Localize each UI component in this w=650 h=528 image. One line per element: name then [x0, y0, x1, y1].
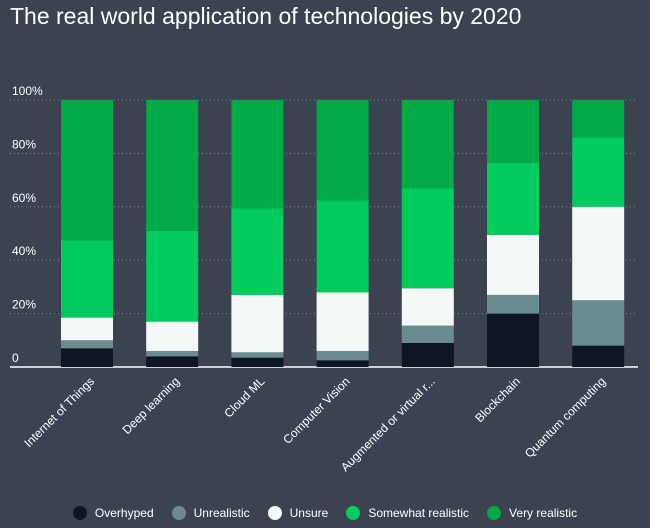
x-category-label: Cloud ML [221, 374, 267, 420]
x-category-label: Deep learning [120, 374, 183, 437]
bar-segment-somewhat-realistic[interactable] [401, 188, 454, 289]
bar-segment-somewhat-realistic[interactable] [487, 162, 539, 235]
bar-segment-somewhat-realistic[interactable] [146, 230, 199, 322]
bar-segment-overhyped[interactable] [487, 313, 539, 367]
y-tick-label: 20% [12, 298, 36, 312]
chart-title: The real world application of technologi… [10, 3, 522, 29]
legend-label: Somewhat realistic [368, 506, 470, 520]
bar-segment-very-realistic[interactable] [146, 100, 199, 231]
bar-segment-somewhat-realistic[interactable] [231, 208, 284, 295]
bar-segment-very-realistic[interactable] [61, 100, 113, 241]
bar-segment-unrealistic[interactable] [487, 294, 539, 314]
legend-item-very-realistic[interactable]: Very realistic [487, 506, 577, 520]
bar-segment-unsure[interactable] [146, 321, 199, 351]
bar-segment-somewhat-realistic[interactable] [572, 137, 625, 207]
y-tick-label: 60% [12, 191, 36, 205]
legend-swatch [72, 506, 87, 520]
legend-label: Unrealistic [193, 506, 250, 520]
x-category-label: Augmented or virtual r... [338, 374, 438, 474]
bar-segment-overhyped[interactable] [146, 356, 199, 367]
chart-legend: Overhyped Unrealistic Unsure Somewhat reali… [0, 506, 650, 520]
bar-segment-unrealistic[interactable] [146, 350, 199, 357]
bar-segment-unsure[interactable] [572, 206, 625, 301]
y-tick-label: 0 [12, 351, 19, 365]
bar-segment-very-realistic[interactable] [316, 100, 369, 201]
y-tick-label: 100% [12, 84, 43, 98]
bar-segment-very-realistic[interactable] [231, 100, 284, 209]
bar-segment-unsure[interactable] [401, 288, 454, 326]
bar-segment-unsure[interactable] [316, 292, 369, 351]
bar-segment-very-realistic[interactable] [401, 100, 454, 189]
bar-segment-somewhat-realistic[interactable] [61, 240, 113, 318]
bar-segment-somewhat-realistic[interactable] [316, 200, 369, 293]
legend-swatch [346, 506, 361, 520]
y-tick-label: 80% [12, 137, 36, 151]
bar-segment-unrealistic[interactable] [231, 352, 284, 358]
bar-segment-overhyped[interactable] [231, 357, 284, 367]
bar-segment-unrealistic[interactable] [61, 340, 113, 349]
bar-segment-overhyped[interactable] [572, 345, 625, 367]
legend-swatch [171, 506, 186, 520]
legend-item-somewhat-realistic[interactable]: Somewhat realistic [346, 506, 469, 520]
legend-label: Overhyped [94, 506, 154, 520]
bar-segment-unrealistic[interactable] [572, 300, 625, 346]
bar-segment-unsure[interactable] [487, 234, 539, 295]
legend-item-overhyped[interactable]: Overhyped [72, 506, 154, 520]
legend-swatch [487, 506, 502, 520]
bar-segment-very-realistic[interactable] [572, 100, 625, 138]
bar-segment-overhyped[interactable] [401, 342, 454, 367]
bar-segment-overhyped[interactable] [61, 348, 113, 367]
bar-segment-unsure[interactable] [61, 317, 113, 341]
bar-segment-unrealistic[interactable] [316, 350, 369, 361]
legend-item-unrealistic[interactable]: Unrealistic [171, 506, 250, 520]
bar-segment-unrealistic[interactable] [401, 325, 454, 343]
legend-label: Unsure [289, 506, 329, 520]
bar-segment-unsure[interactable] [231, 294, 284, 353]
bar-segment-very-realistic[interactable] [487, 100, 539, 163]
x-category-label: Computer Vision [280, 374, 352, 446]
y-tick-label: 40% [12, 244, 36, 258]
bar-segment-overhyped[interactable] [316, 360, 369, 367]
x-category-label: Quantum computing [522, 374, 608, 460]
x-category-label: Internet of Things [21, 374, 97, 450]
legend-swatch [267, 506, 282, 520]
legend-label: Very realistic [509, 506, 578, 520]
x-category-label: Blockchain [472, 374, 523, 425]
legend-item-unsure[interactable]: Unsure [267, 506, 329, 520]
